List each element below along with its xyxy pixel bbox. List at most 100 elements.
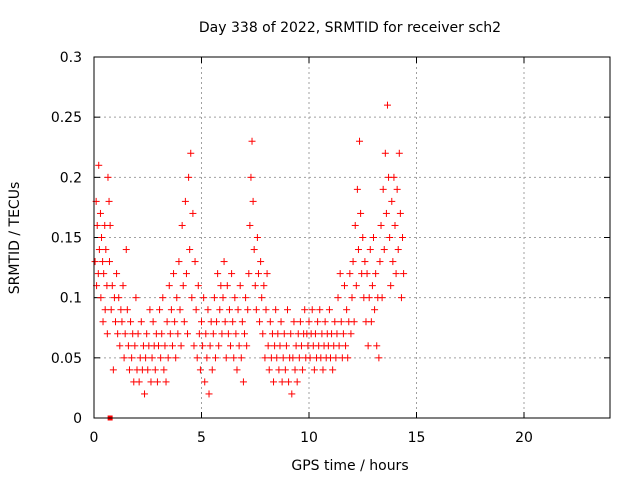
data-point bbox=[301, 306, 309, 314]
data-point bbox=[211, 354, 219, 362]
data-point bbox=[146, 306, 154, 314]
data-point bbox=[375, 354, 383, 362]
data-point bbox=[190, 342, 198, 350]
data-point bbox=[171, 318, 179, 326]
data-point bbox=[316, 306, 324, 314]
y-tick-label: 0.1 bbox=[60, 291, 82, 307]
data-point bbox=[231, 294, 239, 302]
data-point bbox=[173, 294, 181, 302]
data-point bbox=[280, 330, 288, 338]
data-point bbox=[259, 330, 267, 338]
data-point bbox=[172, 354, 180, 362]
data-point bbox=[176, 306, 184, 314]
data-point bbox=[167, 306, 175, 314]
data-point bbox=[253, 234, 261, 241]
data-point bbox=[365, 294, 373, 302]
data-point bbox=[343, 306, 351, 314]
data-point bbox=[98, 234, 106, 241]
data-point bbox=[113, 270, 121, 278]
data-point bbox=[147, 378, 155, 386]
data-point bbox=[178, 221, 186, 229]
data-point bbox=[201, 378, 209, 386]
data-point bbox=[258, 294, 266, 302]
data-point bbox=[238, 318, 246, 326]
data-point bbox=[204, 306, 212, 314]
grid bbox=[94, 57, 610, 418]
data-point bbox=[276, 342, 284, 350]
data-point bbox=[359, 234, 367, 241]
data-point bbox=[122, 246, 130, 254]
data-point bbox=[325, 306, 333, 314]
data-point bbox=[149, 318, 157, 326]
data-point bbox=[273, 354, 281, 362]
data-point bbox=[158, 330, 166, 338]
data-point bbox=[392, 270, 400, 278]
data-point bbox=[206, 342, 214, 350]
data-point bbox=[135, 378, 143, 386]
data-point bbox=[367, 318, 375, 326]
data-point bbox=[305, 318, 313, 326]
data-point bbox=[373, 342, 381, 350]
data-point bbox=[340, 282, 348, 290]
data-point bbox=[288, 390, 296, 398]
data-point bbox=[101, 306, 109, 314]
data-point bbox=[270, 378, 278, 386]
data-point bbox=[195, 330, 203, 338]
data-point bbox=[331, 318, 339, 326]
data-point bbox=[132, 294, 140, 302]
data-point bbox=[177, 342, 185, 350]
data-point bbox=[400, 270, 408, 278]
data-point bbox=[380, 246, 388, 254]
data-point bbox=[112, 318, 119, 326]
data-point bbox=[235, 342, 243, 350]
data-point bbox=[162, 378, 170, 386]
data-point bbox=[246, 221, 254, 229]
data-point bbox=[95, 246, 103, 254]
data-point bbox=[192, 306, 200, 314]
data-point bbox=[188, 294, 196, 302]
data-point bbox=[196, 366, 204, 374]
data-point bbox=[174, 330, 182, 338]
data-point bbox=[265, 366, 273, 374]
data-point bbox=[153, 378, 161, 386]
data-point bbox=[299, 366, 307, 374]
data-point bbox=[124, 342, 132, 350]
data-point bbox=[187, 149, 195, 157]
data-point bbox=[105, 258, 113, 266]
data-point bbox=[377, 221, 385, 229]
data-point bbox=[234, 306, 242, 314]
data-point bbox=[213, 318, 221, 326]
data-point bbox=[205, 390, 213, 398]
data-point bbox=[134, 330, 142, 338]
data-point bbox=[363, 270, 371, 278]
data-point bbox=[194, 282, 202, 290]
data-point bbox=[222, 354, 230, 362]
data-point bbox=[333, 330, 341, 338]
data-point bbox=[376, 258, 384, 266]
data-point bbox=[287, 330, 295, 338]
data-point bbox=[378, 294, 386, 302]
data-point bbox=[319, 366, 327, 374]
data-point bbox=[116, 342, 124, 350]
data-point bbox=[228, 270, 236, 278]
data-point bbox=[289, 354, 297, 362]
data-point bbox=[335, 342, 343, 350]
data-point bbox=[291, 366, 299, 374]
data-point bbox=[180, 318, 188, 326]
y-axis-label: SRMTID / TECUs bbox=[7, 182, 23, 295]
data-point bbox=[290, 318, 298, 326]
data-point bbox=[105, 197, 113, 205]
data-point bbox=[262, 306, 270, 314]
data-point bbox=[227, 342, 235, 350]
data-point bbox=[168, 342, 176, 350]
data-point bbox=[117, 306, 125, 314]
y-tick-label: 0.15 bbox=[51, 231, 82, 247]
data-point bbox=[386, 234, 394, 241]
data-point bbox=[260, 282, 268, 290]
data-point bbox=[314, 318, 322, 326]
data-point bbox=[278, 378, 286, 386]
data-point bbox=[241, 330, 248, 338]
data-point bbox=[332, 354, 340, 362]
data-point bbox=[118, 318, 126, 326]
data-point bbox=[203, 354, 211, 362]
